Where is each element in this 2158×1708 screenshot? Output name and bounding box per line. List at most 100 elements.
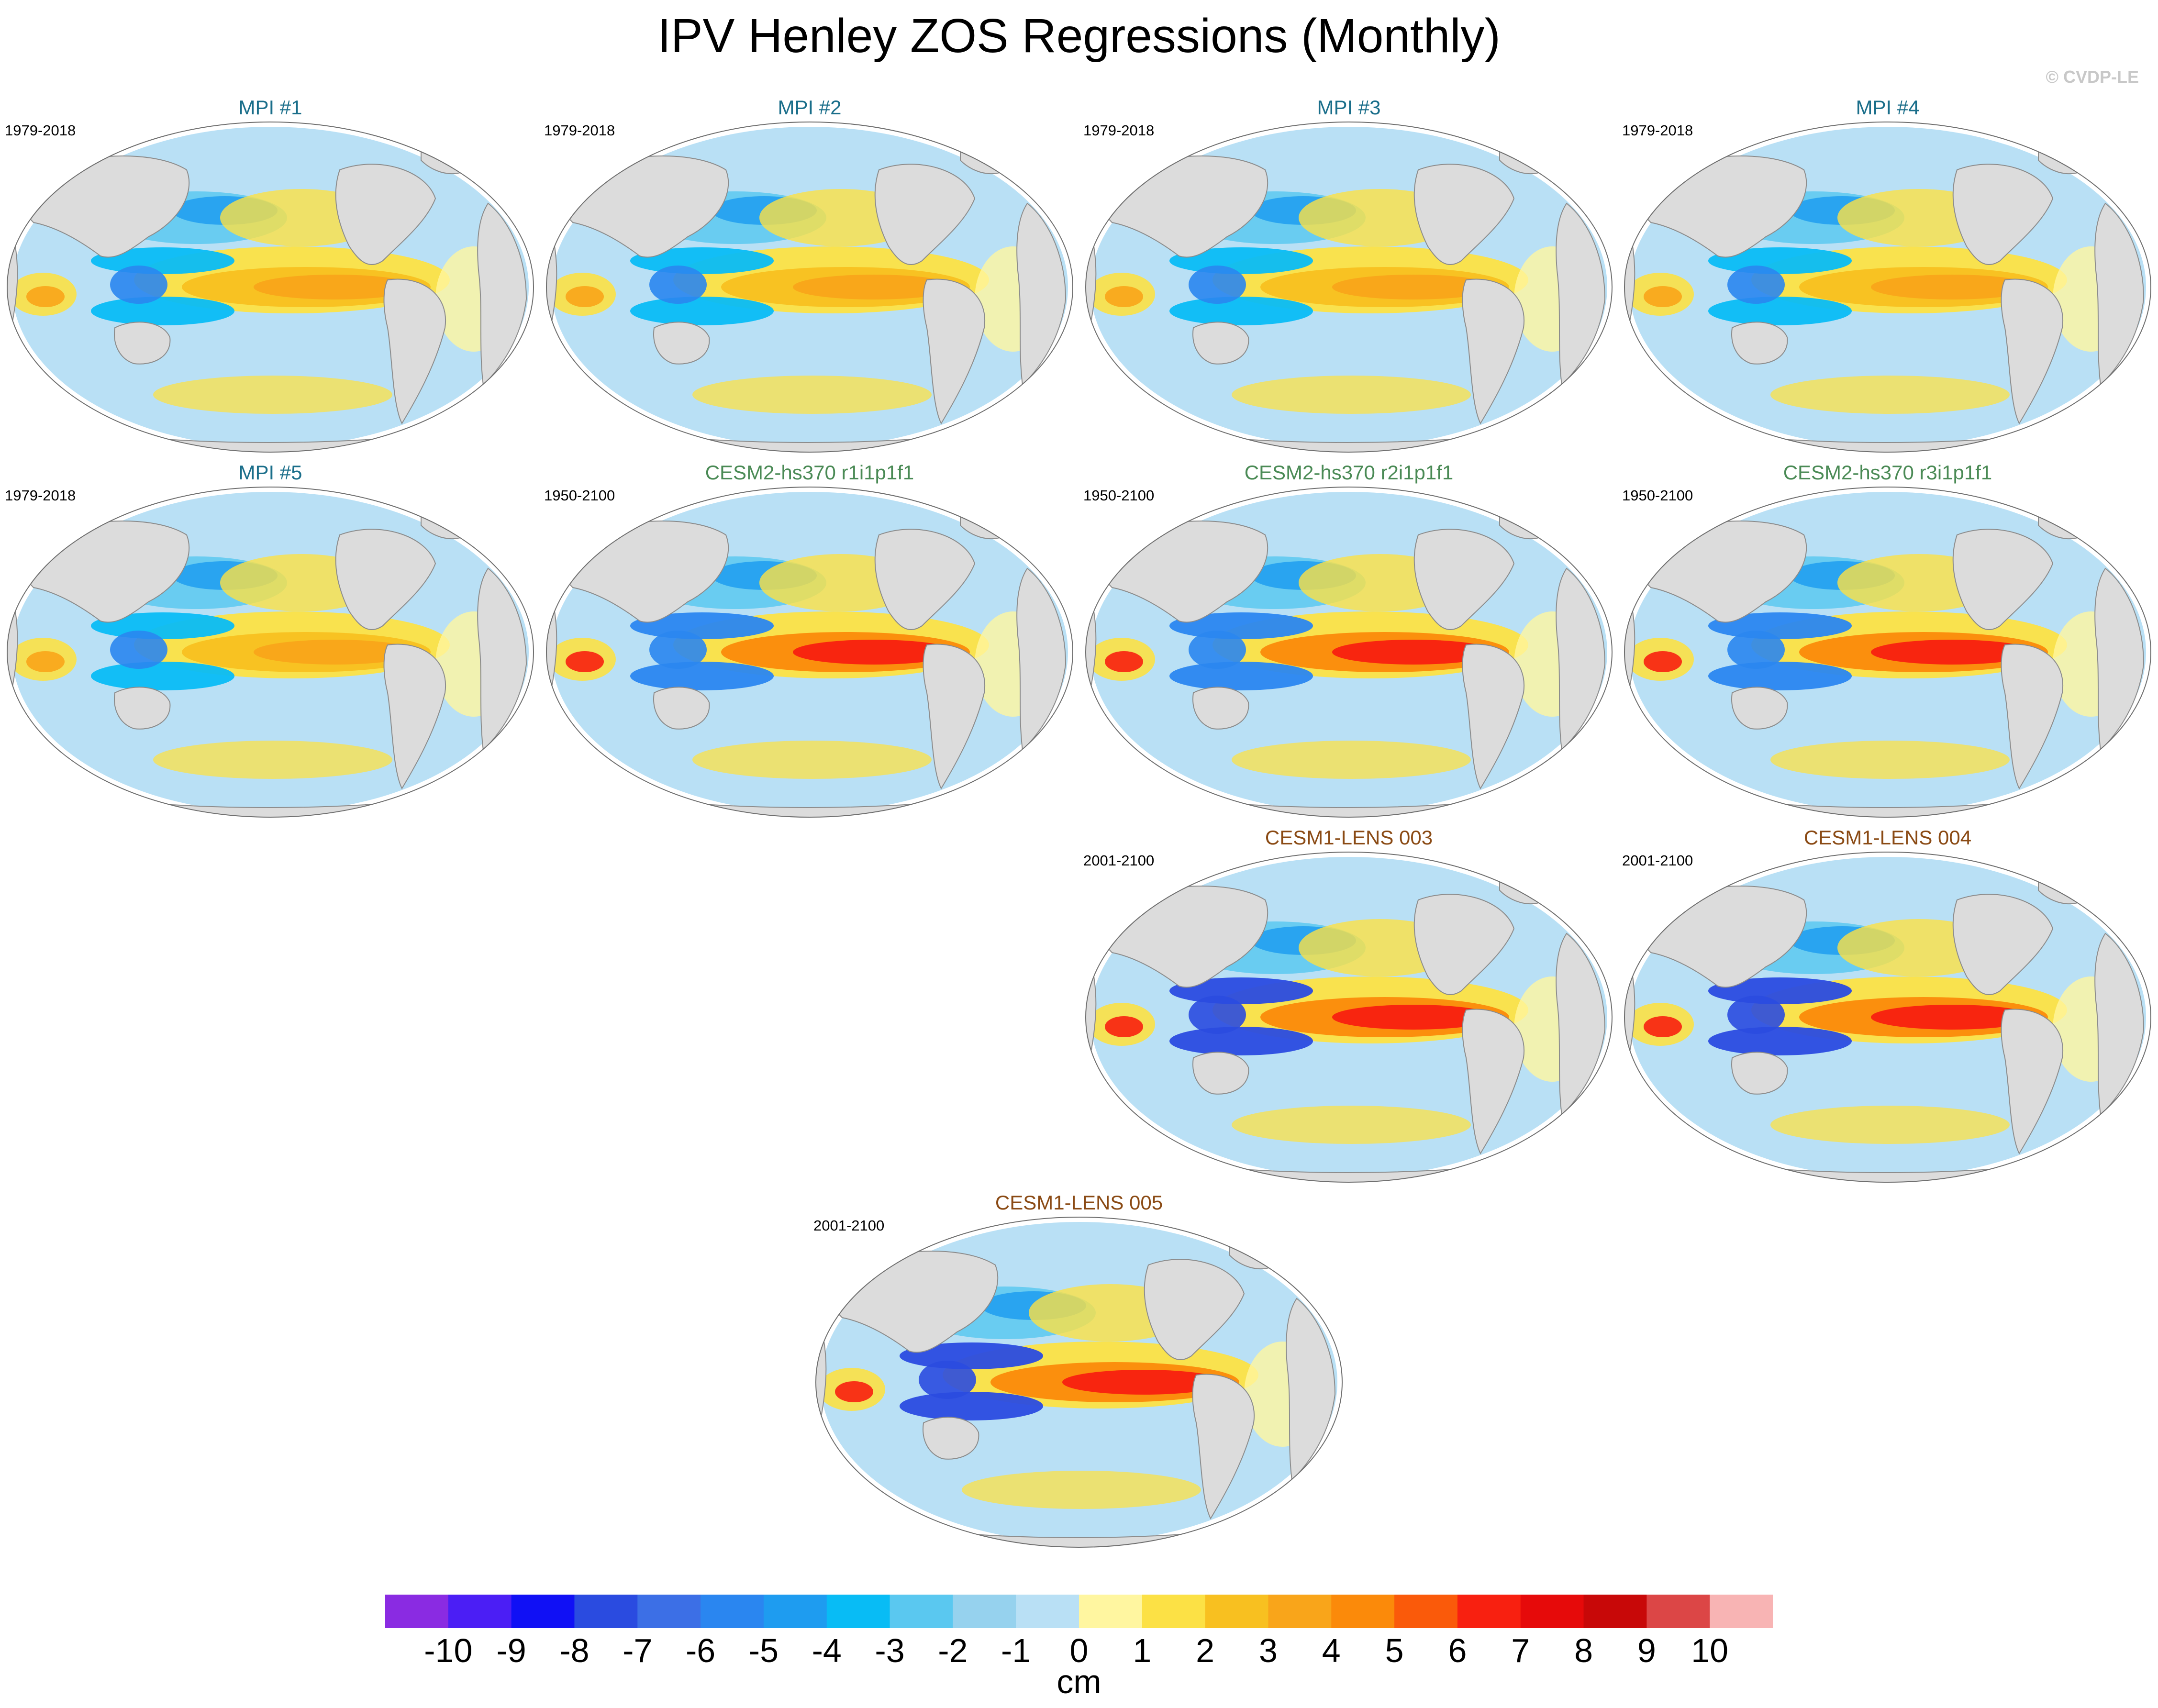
page-title: IPV Henley ZOS Regressions (Monthly)	[657, 9, 1501, 63]
regression-map	[1085, 487, 1613, 818]
colorbar-tick-label: 0	[1069, 1632, 1089, 1669]
colorbar-swatch	[1205, 1595, 1268, 1628]
anomaly-contour	[900, 1392, 1043, 1420]
regression-map	[7, 487, 534, 818]
map-outline	[815, 1217, 1343, 1548]
landmass	[1086, 941, 1097, 1077]
colorbar-swatch	[1520, 1595, 1584, 1628]
colorbar-swatch	[890, 1595, 953, 1628]
anomaly-contour	[1871, 640, 2034, 665]
colorbar-swatch	[1142, 1595, 1206, 1628]
colorbar-tick-label: 8	[1574, 1632, 1593, 1669]
colorbar-tick-label: 10	[1691, 1632, 1729, 1669]
regression-map	[7, 122, 534, 453]
map-panel: MPI #3 1979-2018	[1083, 96, 1614, 459]
map-panel: MPI #5 1979-2018	[5, 461, 536, 824]
landmass	[1731, 1052, 1788, 1095]
landmass	[2094, 932, 2145, 1117]
landmass	[114, 687, 171, 730]
panel-title: MPI #2	[778, 96, 842, 119]
anomaly-contour	[1169, 662, 1313, 690]
colorbar-swatch	[953, 1595, 1016, 1628]
landmass	[923, 643, 986, 790]
colorbar-tick-label: 3	[1258, 1632, 1278, 1669]
colorbar-swatch	[763, 1595, 827, 1628]
landmass	[1731, 687, 1788, 730]
colorbar-swatch	[1457, 1595, 1521, 1628]
panel-period: 2001-2100	[1083, 852, 1155, 869]
panel-period: 1950-2100	[1622, 487, 1693, 504]
anomaly-contour	[110, 631, 167, 669]
colorbar-swatch	[1583, 1595, 1647, 1628]
anomaly-contour	[1708, 297, 1852, 325]
anomaly-contour	[1708, 1027, 1852, 1055]
landmass	[1016, 567, 1067, 752]
regression-map	[1085, 852, 1613, 1183]
panel-title: CESM2-hs370 r1i1p1f1	[705, 461, 914, 484]
anomaly-contour	[962, 1471, 1201, 1509]
colorbar-tick-label: 6	[1448, 1632, 1467, 1669]
landmass	[1556, 567, 1606, 752]
landmass	[2001, 1009, 2064, 1155]
anomaly-contour	[254, 640, 416, 665]
anomaly-contour	[153, 741, 392, 779]
anomaly-contour	[1189, 996, 1246, 1034]
landmass	[2094, 202, 2145, 387]
map-panel: CESM2-hs370 r1i1p1f1 1950-2100	[544, 461, 1075, 824]
landmass	[477, 202, 527, 387]
landmass	[923, 278, 986, 425]
anomaly-contour	[91, 297, 234, 325]
map-outline	[7, 122, 534, 453]
regression-map	[1085, 122, 1613, 453]
anomaly-contour	[1871, 1005, 2034, 1030]
colorbar-tick-label: 9	[1637, 1632, 1656, 1669]
anomaly-contour	[1232, 741, 1471, 779]
landmass	[2001, 278, 2064, 425]
panel-title: MPI #1	[238, 96, 302, 119]
anomaly-contour	[1062, 1370, 1225, 1395]
regression-map	[1624, 852, 2151, 1183]
anomaly-contour	[1770, 741, 2010, 779]
anomaly-contour	[91, 662, 234, 690]
anomaly-contour	[1708, 662, 1852, 690]
map-outline	[1085, 122, 1613, 453]
map-outline	[1624, 122, 2151, 453]
anomaly-contour	[1644, 1016, 1682, 1037]
colorbar-swatch	[511, 1595, 575, 1628]
colorbar-swatch	[1016, 1595, 1079, 1628]
landmass	[1086, 211, 1097, 347]
anomaly-contour	[630, 662, 774, 690]
landmass	[1413, 894, 1515, 996]
panel-period: 1979-2018	[544, 122, 615, 139]
map-panel: CESM2-hs370 r2i1p1f1 1950-2100	[1083, 461, 1614, 824]
anomaly-contour	[1105, 286, 1143, 307]
landmass	[1624, 211, 1635, 347]
landmass	[2001, 643, 2064, 790]
colorbar-labels: -10 -9 -8 -7 -6 -5 -4 -3 -2 -1 0 1 2 3 4 5 6 7 8 9 10	[0, 1629, 2158, 1677]
anomaly-contour	[1105, 1016, 1143, 1037]
panel-period: 1979-2018	[1622, 122, 1693, 139]
anomaly-contour	[1644, 651, 1682, 672]
panel-period: 1979-2018	[5, 122, 76, 139]
anomaly-contour	[1169, 297, 1313, 325]
landmass	[1462, 1009, 1525, 1155]
colorbar-tick-label: -1	[1001, 1632, 1031, 1669]
landmass	[874, 529, 976, 631]
colorbar-tick-label: -5	[748, 1632, 779, 1669]
anomaly-contour	[110, 266, 167, 304]
panel-title: MPI #3	[1317, 96, 1381, 119]
landmass	[1462, 278, 1525, 425]
anomaly-contour	[254, 275, 416, 299]
colorbar-tick-label: -8	[559, 1632, 590, 1669]
regression-map	[546, 487, 1073, 818]
landmass	[1624, 576, 1635, 712]
anomaly-contour	[692, 741, 932, 779]
anomaly-contour	[835, 1381, 873, 1402]
landmass	[383, 643, 446, 790]
landmass	[383, 278, 446, 425]
colorbar-tick-label: 5	[1385, 1632, 1404, 1669]
anomaly-contour	[566, 286, 604, 307]
landmass	[7, 576, 18, 712]
landmass	[1286, 1298, 1336, 1482]
landmass	[335, 529, 436, 631]
